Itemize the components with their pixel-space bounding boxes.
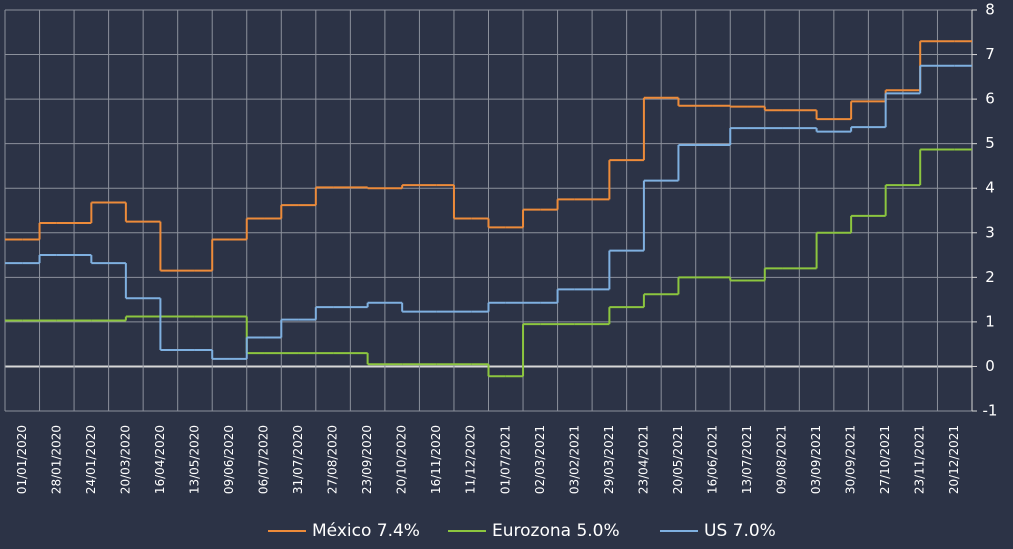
legend-label: México 7.4% [312, 521, 420, 541]
x-tick-label: 23/11/2021 [913, 425, 927, 494]
x-tick-label: 01/07/2021 [498, 425, 512, 494]
x-tick-label: 23/04/2021 [636, 425, 650, 494]
y-tick-label: 0 [985, 357, 995, 375]
x-tick-label: 13/05/2020 [187, 425, 201, 494]
x-tick-label: 16/06/2021 [705, 425, 719, 494]
x-tick-label: 16/11/2020 [429, 425, 443, 494]
x-tick-label: 24/01/2020 [84, 425, 98, 494]
legend-label: US 7.0% [704, 521, 776, 541]
x-tick-label: 01/01/2020 [15, 425, 29, 494]
x-tick-label: 09/06/2020 [222, 425, 236, 494]
x-tick-label: 03/02/2021 [567, 425, 581, 494]
x-tick-label: 31/07/2020 [291, 425, 305, 494]
x-tick-label: 29/03/2021 [602, 425, 616, 494]
x-tick-label: 28/01/2020 [49, 425, 63, 494]
x-tick-label: 16/04/2020 [153, 425, 167, 494]
x-tick-label: 27/08/2020 [326, 425, 340, 494]
x-tick-label: 30/09/2021 [844, 425, 858, 494]
y-tick-label: 2 [985, 268, 995, 286]
y-tick-label: 1 [985, 312, 995, 330]
x-tick-label: 20/05/2021 [671, 425, 685, 494]
x-tick-label: 11/12/2020 [464, 425, 478, 494]
y-tick-label: -1 [983, 402, 998, 420]
x-tick-label: 13/07/2021 [740, 425, 754, 494]
x-tick-label: 20/03/2020 [118, 425, 132, 494]
y-tick-label: 8 [985, 1, 995, 19]
x-tick-label: 02/03/2021 [533, 425, 547, 494]
x-tick-label: 27/10/2021 [878, 425, 892, 494]
y-tick-label: 5 [985, 134, 995, 152]
y-tick-label: 6 [985, 90, 995, 108]
x-tick-label: 20/10/2020 [395, 425, 409, 494]
y-tick-label: 3 [985, 223, 995, 241]
legend-label: Eurozona 5.0% [492, 521, 620, 541]
y-tick-label: 4 [985, 179, 995, 197]
x-tick-label: 03/09/2021 [809, 425, 823, 494]
legend: México 7.4% Eurozona 5.0% US 7.0% [268, 521, 776, 541]
x-tick-label: 06/07/2020 [257, 425, 271, 494]
x-tick-label: 20/12/2021 [947, 425, 961, 494]
x-tick-label: 23/09/2020 [360, 425, 374, 494]
x-tick-label: 09/08/2021 [775, 425, 789, 494]
y-tick-label: 7 [985, 45, 995, 63]
